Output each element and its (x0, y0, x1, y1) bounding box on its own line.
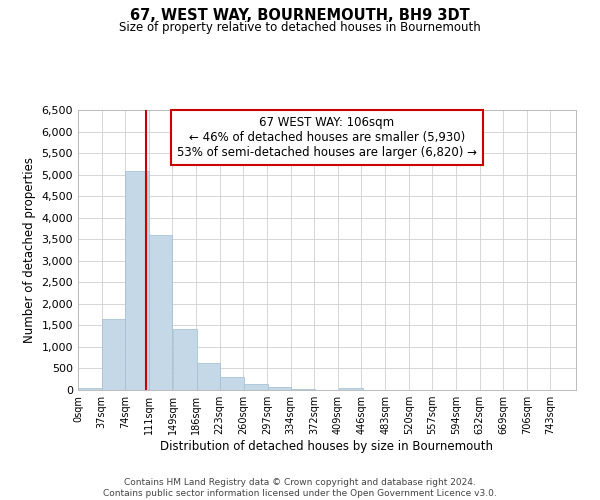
Y-axis label: Number of detached properties: Number of detached properties (23, 157, 36, 343)
Text: Contains HM Land Registry data © Crown copyright and database right 2024.
Contai: Contains HM Land Registry data © Crown c… (103, 478, 497, 498)
Bar (101, 319, 125, 390)
Bar (125, 171, 149, 390)
Bar (291, 388, 315, 390)
Bar (268, 386, 291, 390)
Bar (149, 235, 172, 390)
Bar (220, 377, 244, 390)
Text: Size of property relative to detached houses in Bournemouth: Size of property relative to detached ho… (119, 21, 481, 34)
Bar (78, 388, 101, 390)
Bar (339, 388, 363, 390)
Text: 67, WEST WAY, BOURNEMOUTH, BH9 3DT: 67, WEST WAY, BOURNEMOUTH, BH9 3DT (130, 8, 470, 22)
X-axis label: Distribution of detached houses by size in Bournemouth: Distribution of detached houses by size … (161, 440, 493, 453)
Bar (197, 364, 220, 390)
Bar (244, 384, 268, 390)
Text: 67 WEST WAY: 106sqm
← 46% of detached houses are smaller (5,930)
53% of semi-det: 67 WEST WAY: 106sqm ← 46% of detached ho… (177, 116, 477, 158)
Bar (173, 329, 197, 390)
